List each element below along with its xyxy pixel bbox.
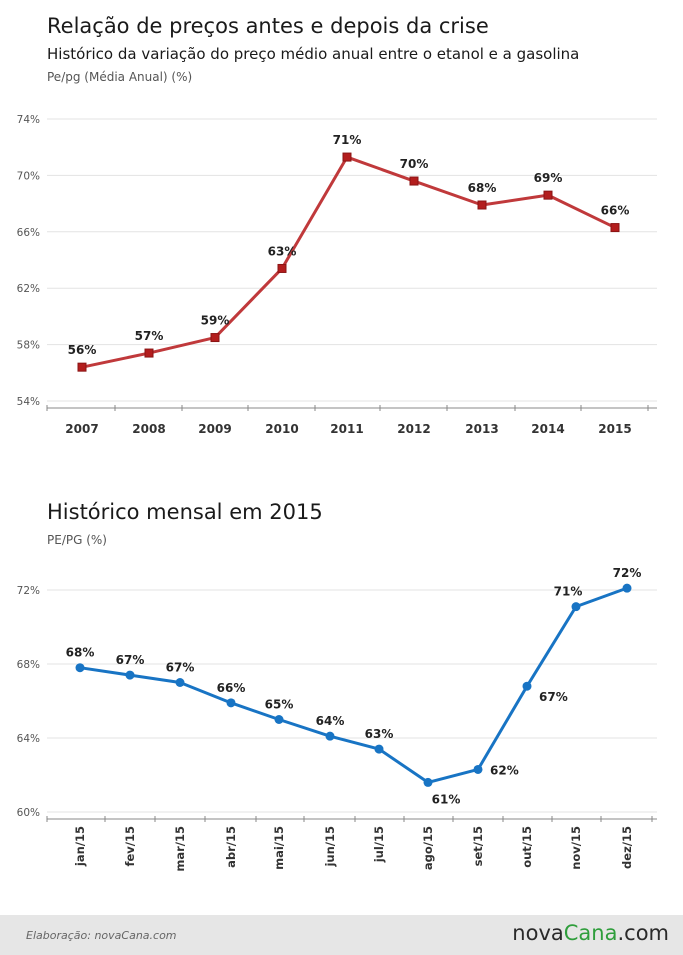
data-label: 71%	[333, 133, 362, 147]
x-tick-label: out/15	[520, 826, 534, 868]
x-tick-label: mar/15	[173, 826, 187, 872]
logo-part-cana: Cana	[563, 921, 618, 945]
annual-price-ratio-chart: 54% 58% 62% 66% 70% 74% 2007 2008 2009 2010 2011 20…	[17, 114, 657, 436]
y-tick-label: 70%	[17, 170, 40, 182]
logo-part-com: .com	[617, 921, 669, 945]
footer-bar: Elaboração: novaCana.com novaCana.com	[0, 915, 683, 955]
data-label: 69%	[534, 171, 563, 185]
data-point	[610, 223, 620, 233]
data-point	[477, 200, 487, 210]
data-label: 56%	[68, 343, 97, 357]
x-tick-label: jul/15	[372, 826, 386, 863]
monthly-2015-chart: 60% 64% 68% 72% jan/15 fev/15 mar/15 abr/15 mai/…	[17, 566, 657, 872]
chart2-title: Histórico mensal em 2015	[47, 500, 323, 524]
data-point	[374, 744, 384, 754]
data-point	[175, 678, 185, 687]
data-label: 63%	[365, 727, 394, 741]
y-tick-label: 54%	[17, 396, 40, 408]
credit-text: Elaboração: novaCana.com	[26, 929, 177, 942]
data-label: 62%	[490, 763, 519, 777]
data-point	[210, 333, 220, 343]
data-point	[409, 176, 419, 186]
y-tick-label: 74%	[17, 114, 40, 126]
data-point	[571, 602, 581, 612]
y-tick-label: 62%	[17, 283, 40, 295]
y-tick-label: 58%	[17, 340, 40, 352]
x-tick-label: 2009	[198, 422, 231, 436]
y-tick-label: 64%	[17, 733, 40, 745]
data-label: 66%	[217, 681, 246, 695]
x-tick-label: set/15	[471, 826, 485, 866]
data-label: 71%	[554, 585, 583, 599]
y-tick-label: 68%	[17, 659, 40, 671]
data-point	[144, 348, 154, 358]
data-label: 70%	[400, 157, 429, 171]
x-tick-label: 2013	[465, 422, 498, 436]
chart1-subtitle: Histórico da variação do preço médio anu…	[47, 45, 580, 63]
x-tick-label: jun/15	[323, 826, 337, 868]
data-point	[522, 681, 532, 691]
data-label: 67%	[116, 653, 145, 667]
x-tick-label: nov/15	[569, 826, 583, 870]
data-point	[226, 698, 236, 708]
chart1-title: Relação de preços antes e depois da cris…	[47, 14, 489, 38]
series-line	[79, 586, 628, 784]
data-point	[543, 190, 553, 200]
y-tick-label: 60%	[17, 807, 40, 819]
data-label: 61%	[432, 792, 461, 806]
x-tick-label: 2011	[330, 422, 363, 436]
data-label: 68%	[66, 646, 95, 660]
data-point	[125, 670, 135, 680]
x-tick-label: fev/15	[123, 826, 137, 867]
logo-part-nova: nova	[512, 921, 564, 945]
data-point	[274, 715, 284, 724]
x-tick-label: 2010	[265, 422, 298, 436]
data-point	[342, 152, 352, 162]
data-label: 59%	[201, 314, 230, 328]
data-point	[75, 663, 85, 673]
data-point	[473, 764, 483, 774]
x-tick-label: jan/15	[73, 826, 87, 867]
data-label: 67%	[166, 661, 195, 675]
x-tick-label: ago/15	[421, 826, 435, 870]
x-tick-label: 2014	[531, 422, 564, 436]
data-label: 63%	[268, 244, 297, 258]
data-point	[423, 777, 433, 787]
data-label: 67%	[539, 690, 568, 704]
data-point	[325, 731, 335, 741]
novacana-logo[interactable]: novaCana.com	[512, 921, 669, 945]
x-tick-label: 2008	[132, 422, 165, 436]
data-point	[277, 263, 287, 273]
chart1-ylabel: Pe/pg (Média Anual) (%)	[47, 70, 193, 84]
chart2-ylabel: PE/PG (%)	[47, 533, 107, 547]
x-tick-label: 2007	[65, 422, 98, 436]
data-label: 72%	[613, 566, 642, 580]
x-tick-label: abr/15	[224, 826, 238, 868]
y-tick-label: 72%	[17, 585, 40, 597]
x-tick-label: mai/15	[272, 826, 286, 870]
x-tick-label: dez/15	[620, 826, 634, 869]
data-label: 68%	[468, 181, 497, 195]
data-label: 64%	[316, 714, 345, 728]
data-label: 57%	[135, 329, 164, 343]
data-label: 65%	[265, 698, 294, 712]
data-label: 66%	[601, 204, 630, 218]
data-point	[622, 583, 632, 593]
x-tick-label: 2015	[598, 422, 631, 436]
data-point	[77, 362, 87, 372]
y-tick-label: 66%	[17, 227, 40, 239]
x-tick-label: 2012	[397, 422, 430, 436]
